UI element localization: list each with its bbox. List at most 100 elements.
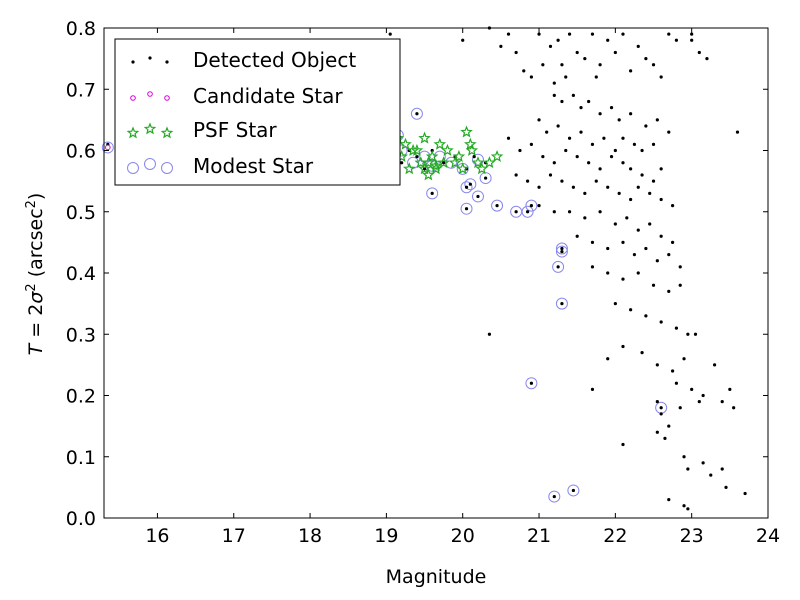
- point-detected-object: [609, 155, 614, 159]
- point-detected-object: [655, 259, 659, 263]
- point-modest-star: [464, 178, 477, 191]
- point-detected-object: [590, 387, 595, 391]
- point-detected-object: [464, 207, 469, 211]
- point-detected-object: [415, 112, 419, 116]
- point-detected-object: [682, 455, 686, 459]
- legend-marker-candidate-star: [130, 91, 170, 101]
- point-modest-star: [567, 484, 580, 497]
- point-psf-star: [456, 162, 470, 175]
- point-detected-object: [388, 32, 392, 36]
- point-detected-object: [625, 216, 629, 220]
- point-detected-object: [667, 130, 671, 134]
- point-detected-object: [640, 351, 644, 355]
- point-detected-object: [743, 491, 747, 496]
- point-psf-star: [410, 143, 424, 156]
- point-psf-star: [422, 156, 435, 169]
- legend-entry-psf-star: PSF Star: [126, 118, 277, 142]
- point-detected-object: [617, 191, 621, 195]
- legend-label-psf-star: PSF Star: [193, 118, 277, 142]
- point-detected-object: [621, 32, 625, 36]
- point-detected-object: [720, 467, 724, 471]
- x-tick-label: 16: [145, 525, 169, 547]
- point-detected-object: [594, 75, 598, 79]
- point-detected-object: [487, 332, 492, 336]
- point-detected-object: [484, 176, 488, 180]
- point-psf-star: [460, 125, 473, 138]
- point-detected-object: [674, 38, 679, 42]
- point-detected-object: [613, 222, 617, 226]
- x-axis-title: Magnitude: [386, 566, 487, 588]
- point-detected-object: [670, 204, 675, 208]
- point-psf-star: [399, 137, 412, 150]
- point-detected-object: [644, 57, 648, 61]
- point-modest-star: [471, 190, 484, 203]
- point-detected-object: [667, 498, 671, 502]
- point-detected-object: [529, 142, 534, 146]
- point-detected-object: [602, 136, 606, 140]
- point-detected-object: [590, 32, 595, 36]
- point-detected-object: [537, 118, 541, 122]
- point-detected-object: [690, 387, 694, 391]
- point-modest-star: [555, 297, 568, 310]
- plot-points: [101, 26, 747, 511]
- point-detected-object: [613, 50, 617, 55]
- point-detected-object: [560, 63, 564, 67]
- point-detected-object: [567, 210, 572, 214]
- point-psf-star: [490, 150, 504, 162]
- y-tick-label: 0.8: [66, 18, 96, 40]
- point-detected-object: [606, 246, 610, 251]
- point-detected-object: [579, 106, 583, 110]
- y-tick-label: 0.0: [66, 508, 96, 530]
- point-detected-object: [598, 63, 602, 67]
- point-detected-object: [537, 185, 541, 189]
- point-modest-star: [426, 187, 439, 200]
- point-detected-object: [655, 118, 659, 122]
- point-detected-object: [422, 167, 427, 171]
- point-detected-object: [464, 185, 469, 189]
- point-detected-object: [514, 210, 518, 214]
- point-detected-object: [609, 106, 614, 110]
- point-detected-object: [686, 467, 690, 471]
- point-detected-object: [518, 148, 522, 153]
- point-detected-object: [548, 173, 553, 177]
- point-psf-star: [437, 156, 450, 169]
- y-tick-label: 0.7: [66, 79, 96, 101]
- point-psf-star: [464, 137, 477, 150]
- point-detected-object: [674, 326, 679, 330]
- point-detected-object: [636, 44, 640, 48]
- point-detected-object: [667, 289, 671, 293]
- point-detected-object: [567, 32, 572, 36]
- point-detected-object: [537, 204, 541, 208]
- point-modest-star: [525, 377, 538, 390]
- point-detected-object: [400, 161, 404, 165]
- point-detected-object: [690, 38, 694, 42]
- point-detected-object: [701, 393, 705, 398]
- point-psf-star: [418, 131, 431, 144]
- point-detected-object: [693, 332, 698, 336]
- point-detected-object: [552, 494, 556, 499]
- point-detected-object: [560, 302, 564, 306]
- point-psf-star: [402, 162, 416, 175]
- point-detected-object: [529, 381, 534, 385]
- point-detected-object: [514, 173, 518, 177]
- point-detected-object: [629, 112, 633, 116]
- point-detected-object: [629, 69, 633, 73]
- point-psf-star: [448, 156, 462, 169]
- point-detected-object: [606, 271, 610, 275]
- point-detected-object: [575, 234, 579, 238]
- point-modest-star: [552, 260, 565, 273]
- point-detected-object: [644, 314, 648, 318]
- point-detected-object: [621, 161, 625, 165]
- point-detected-object: [564, 75, 568, 79]
- x-tick-label: 24: [756, 525, 780, 547]
- y-tick-label: 0.5: [66, 202, 96, 224]
- point-detected-object: [636, 185, 640, 189]
- point-detected-object: [556, 265, 560, 269]
- point-psf-star: [429, 159, 443, 172]
- point-modest-star: [460, 181, 473, 194]
- point-detected-object: [659, 75, 663, 79]
- point-detected-object: [537, 32, 541, 36]
- point-detected-object: [545, 130, 549, 134]
- point-detected-object: [468, 182, 472, 186]
- point-detected-object: [674, 381, 679, 385]
